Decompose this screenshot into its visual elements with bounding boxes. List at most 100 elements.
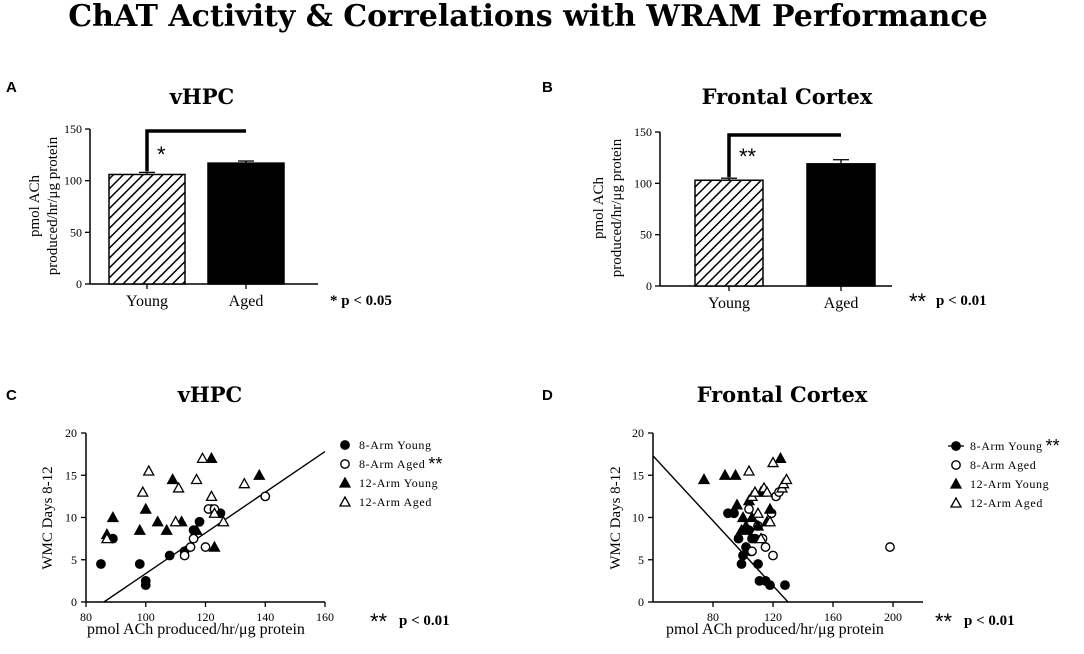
point-12-arm-young [729, 468, 742, 480]
x-tick-label: 160 [824, 610, 842, 624]
panel-b-title: Frontal Cortex [702, 84, 873, 109]
panel-b-ylabel-line2: produced/hr/μg protein [609, 138, 625, 277]
point-8-arm-young [134, 559, 145, 569]
regression-line [103, 451, 325, 602]
legend-label-8-arm-aged: 8-Arm Aged [970, 458, 1036, 472]
point-8-arm-young [738, 550, 748, 561]
panel-a-ylabel-line1: pmol ACh [27, 174, 43, 237]
x-tick-label: 120 [764, 610, 782, 624]
point-8-arm-aged [747, 546, 757, 557]
panel-c-significance-text: p < 0.01 [399, 613, 450, 629]
category-label: Young [126, 293, 168, 310]
point-12-arm-young [133, 523, 146, 535]
point-12-arm-aged [751, 506, 765, 518]
x-tick-label: 120 [197, 610, 215, 624]
point-12-arm-aged [766, 456, 780, 468]
legend-stars-8-arm-young: ** [1046, 436, 1060, 456]
point-8-arm-aged [188, 533, 199, 544]
legend-label-8-arm-young: 8-Arm Young [359, 438, 432, 452]
panel-b-letter: B [542, 79, 553, 96]
point-12-arm-young [166, 473, 179, 485]
y-tick-label: 100 [64, 174, 82, 188]
point-8-arm-aged [179, 550, 190, 561]
point-12-arm-young [208, 540, 221, 552]
legend-marker-12-arm-young [338, 476, 352, 488]
point-8-arm-aged [885, 542, 895, 552]
panel-a-significance: * p < 0.05 [330, 293, 392, 309]
panel-d-ylabel: WMC Days 8-12 [608, 466, 624, 569]
y-tick-label: 5 [638, 553, 644, 567]
panel-c-plot: 0 5 10 15 20 80 100 120 140 160 [65, 426, 334, 624]
panel-d: D Frontal Cortex WMC Days 8-12 pmol ACh … [542, 382, 1060, 638]
category-label: Young [708, 295, 750, 312]
y-tick-label: 0 [646, 279, 652, 293]
point-12-arm-young [774, 452, 787, 464]
panel-c-ylabel: WMC Days 8-12 [40, 466, 56, 569]
legend-marker-8-arm-aged [340, 459, 350, 469]
point-12-arm-aged [205, 490, 218, 502]
point-12-arm-aged [172, 481, 185, 493]
category-label: Aged [824, 295, 859, 312]
legend-label-8-arm-aged: 8-Arm Aged [359, 457, 425, 471]
y-tick-label: 150 [64, 122, 82, 136]
point-12-arm-aged [142, 464, 155, 476]
panel-d-letter: D [542, 387, 553, 404]
point-12-arm-aged [169, 515, 182, 527]
point-8-arm-aged [768, 550, 778, 561]
point-8-arm-young [736, 559, 747, 569]
panel-b: B Frontal Cortex pmol ACh produced/hr/μg… [542, 79, 987, 314]
panel-c-significance-stars: ** [370, 609, 388, 634]
point-8-arm-aged [260, 491, 271, 502]
y-tick-label: 100 [634, 176, 652, 190]
point-12-arm-aged [780, 473, 793, 485]
y-tick-label: 150 [634, 125, 652, 139]
point-12-arm-aged [238, 477, 251, 489]
point-12-arm-young [106, 511, 119, 523]
legend-marker-8-arm-young [340, 440, 350, 450]
panel-d-significance-stars: ** [935, 609, 953, 634]
point-8-arm-aged [185, 542, 196, 552]
panel-a-title: vHPC [169, 84, 235, 109]
point-8-arm-young [164, 550, 175, 561]
x-tick-label: 140 [256, 610, 274, 624]
panel-d-xlabel: pmol ACh produced/hr/μg protein [666, 621, 884, 638]
bar-aged [207, 162, 285, 285]
panel-c-letter: C [6, 387, 17, 404]
bar-young [694, 179, 764, 287]
x-tick-label: 80 [80, 610, 92, 624]
y-tick-label: 50 [70, 225, 82, 239]
panel-c: C vHPC WMC Days 8-12 pmol ACh produced/h… [6, 382, 450, 638]
x-tick-label: 160 [316, 610, 334, 624]
point-12-arm-aged [748, 485, 762, 497]
point-12-arm-young [190, 523, 203, 535]
point-8-arm-aged [200, 542, 211, 552]
panel-c-xlabel: pmol ACh produced/hr/μg protein [87, 621, 305, 638]
point-8-arm-young [194, 516, 205, 527]
point-12-arm-aged [208, 506, 221, 518]
panel-a: A vHPC pmol ACh produced/hr/μg protein 0… [6, 79, 392, 310]
x-tick-label: 80 [707, 610, 719, 624]
panel-a-letter: A [6, 79, 17, 96]
bracket-stars: ** [739, 144, 757, 169]
point-12-arm-aged [217, 515, 230, 527]
point-12-arm-aged [196, 452, 209, 464]
panel-b-ylabel-line1: pmol ACh [591, 176, 607, 239]
panel-b-plot: 0 50 100 150 Young Aged ** [634, 125, 892, 312]
point-12-arm-young [718, 468, 732, 480]
point-12-arm-young [253, 468, 266, 480]
legend-marker-12-arm-aged [338, 495, 352, 507]
legend-label-12-arm-young: 12-Arm Young [970, 477, 1049, 491]
y-tick-label: 15 [632, 468, 644, 482]
point-12-arm-young [763, 502, 777, 514]
panel-c-title: vHPC [177, 382, 243, 407]
point-8-arm-young [780, 580, 790, 590]
point-12-arm-young [751, 519, 765, 531]
legend-label-8-arm-young: 8-Arm Young [970, 439, 1043, 453]
point-12-arm-aged [760, 485, 774, 497]
point-12-arm-aged [190, 473, 203, 485]
point-8-arm-young [733, 533, 744, 544]
point-12-arm-young [697, 473, 711, 485]
panel-a-ylabel-line2: produced/hr/μg protein [45, 136, 61, 275]
panel-b-significance-stars: ** [909, 289, 927, 314]
